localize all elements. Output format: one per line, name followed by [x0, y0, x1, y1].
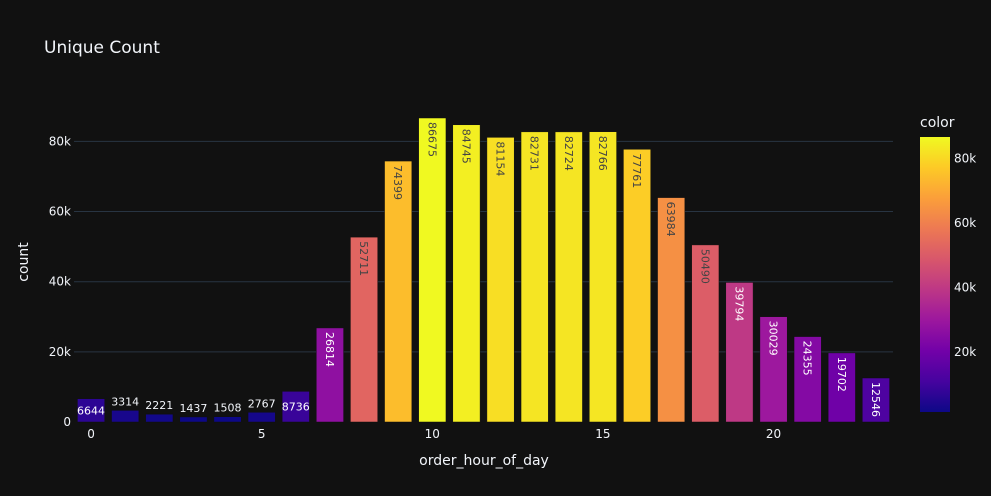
bar-hour-6 — [281, 391, 310, 423]
colorbar: color 20k 40k 60k 80k — [920, 115, 976, 412]
bar-hour-7 — [316, 327, 344, 423]
x-tick-5: 5 — [258, 427, 266, 441]
x-axis-title: order_hour_of_day — [419, 453, 549, 469]
data-label-hour-1: 3314 — [111, 395, 139, 408]
bar-hour-0 — [77, 398, 105, 423]
colorbar-tick-60k: 60k — [954, 216, 976, 230]
bar-hour-12 — [486, 137, 515, 423]
x-tick-10: 10 — [425, 427, 440, 441]
bar-hour-13 — [520, 131, 549, 423]
bar-hour-19 — [725, 282, 754, 423]
bar-hour-16 — [623, 149, 651, 423]
bar-hour-14 — [554, 131, 583, 423]
colorbar-tick-40k: 40k — [954, 281, 976, 295]
data-label-hour-3: 1437 — [179, 402, 207, 415]
bar-hour-17 — [657, 197, 686, 423]
data-label-hour-21: 24355 — [801, 341, 814, 376]
y-tick-40k: 40k — [49, 275, 71, 289]
bar-hour-10 — [418, 117, 447, 423]
data-label-hour-11: 84745 — [459, 129, 472, 164]
y-tick-20k: 20k — [49, 345, 71, 359]
bar-hour-23 — [862, 377, 890, 423]
data-label-hour-12: 81154 — [494, 141, 507, 176]
bar-hour-4 — [213, 416, 242, 423]
colorbar-title: color — [920, 115, 955, 131]
colorbar-ticks: 20k 40k 60k 80k — [954, 152, 976, 360]
data-label-hour-19: 39794 — [732, 286, 745, 321]
data-label-hour-7: 26814 — [323, 332, 336, 367]
bar-hour-9 — [384, 160, 413, 423]
data-label-hour-23: 12546 — [869, 382, 882, 417]
bar-hour-11 — [452, 124, 481, 423]
data-labels: 6644 3314 2221 1437 1508 2767 8736 26814 52711 74… — [77, 122, 882, 417]
bar-hour-21 — [793, 336, 822, 423]
data-label-hour-6: 8736 — [282, 401, 310, 414]
grid-lines — [74, 140, 893, 353]
y-axis-title: count — [16, 242, 32, 282]
data-label-hour-0: 6644 — [77, 404, 105, 417]
data-label-hour-13: 82731 — [528, 136, 541, 171]
data-label-hour-14: 82724 — [562, 136, 575, 171]
bar-hour-8 — [350, 236, 378, 423]
data-label-hour-10: 86675 — [425, 122, 438, 157]
data-label-hour-20: 30029 — [767, 321, 780, 356]
bar-hour-18 — [691, 244, 720, 423]
y-axis-ticks: 0 20k 40k 60k 80k — [49, 134, 71, 429]
bar-hour-3 — [179, 416, 208, 423]
chart-title: Unique Count — [44, 38, 160, 58]
data-label-hour-15: 82766 — [596, 136, 609, 171]
data-label-hour-22: 19702 — [835, 357, 848, 392]
bars — [77, 117, 890, 423]
data-label-hour-18: 50490 — [698, 249, 711, 284]
bar-hour-20 — [759, 316, 788, 423]
data-label-hour-8: 52711 — [357, 241, 370, 276]
y-tick-0: 0 — [63, 415, 71, 429]
x-tick-0: 0 — [87, 427, 95, 441]
x-axis-ticks: 0 5 10 15 20 — [87, 427, 781, 441]
data-label-hour-2: 2221 — [145, 399, 173, 412]
y-tick-60k: 60k — [49, 205, 71, 219]
colorbar-gradient — [920, 137, 950, 412]
data-label-hour-9: 74399 — [391, 165, 404, 200]
colorbar-tick-20k: 20k — [954, 345, 976, 359]
bar-hour-22 — [827, 352, 856, 423]
data-label-hour-4: 1508 — [214, 402, 242, 415]
bar-hour-2 — [145, 413, 174, 423]
colorbar-tick-80k: 80k — [954, 152, 976, 166]
bar-hour-5 — [247, 412, 276, 423]
x-tick-15: 15 — [595, 427, 610, 441]
bar-hour-15 — [589, 131, 617, 423]
data-label-hour-5: 2767 — [248, 397, 276, 410]
y-tick-80k: 80k — [49, 134, 71, 148]
data-label-hour-17: 63984 — [664, 202, 677, 237]
data-label-hour-16: 77761 — [630, 153, 643, 188]
x-tick-20: 20 — [766, 427, 781, 441]
bar-hour-1 — [111, 410, 140, 423]
